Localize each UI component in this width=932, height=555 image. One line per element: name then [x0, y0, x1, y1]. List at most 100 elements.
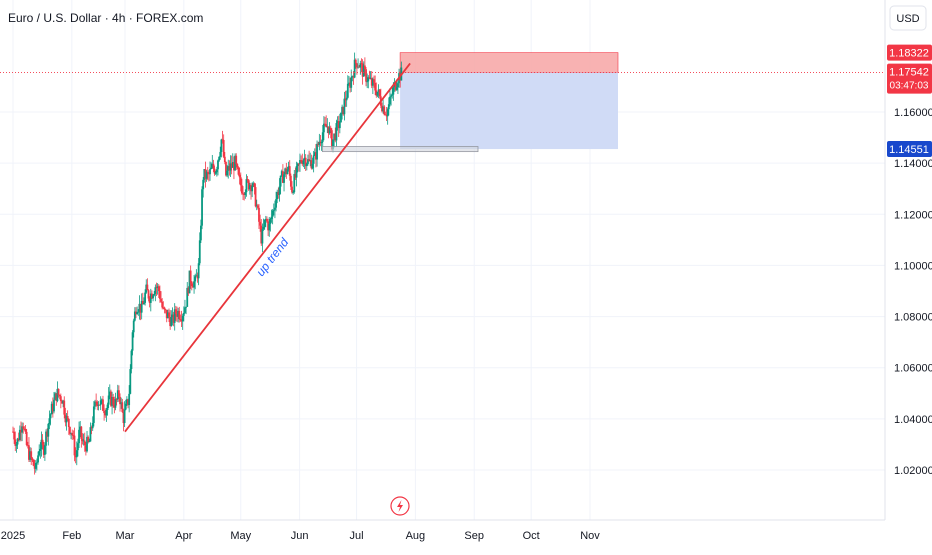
candle: [315, 143, 317, 168]
candle: [133, 307, 136, 322]
candle-body: [20, 429, 22, 433]
candle-body: [295, 166, 298, 178]
candle: [139, 303, 142, 321]
candle-body: [17, 438, 20, 440]
candle-body: [180, 319, 183, 322]
support-rectangle[interactable]: [321, 146, 479, 153]
candle: [63, 396, 66, 419]
candle: [58, 394, 61, 400]
candle-body: [145, 284, 148, 293]
candle: [213, 165, 216, 176]
candle-body: [18, 429, 21, 440]
candle: [153, 290, 156, 297]
candle-body: [39, 448, 42, 452]
candle: [170, 310, 173, 327]
candle-body: [205, 171, 208, 179]
candle: [148, 296, 151, 308]
candle: [296, 162, 299, 173]
candle: [176, 306, 178, 322]
candle-body: [376, 91, 379, 96]
candle-body: [397, 83, 399, 88]
candle-body: [64, 414, 67, 423]
candle: [230, 155, 233, 175]
candle: [140, 293, 143, 320]
candle-body: [390, 95, 392, 97]
up-trendline[interactable]: [124, 62, 411, 433]
candle: [283, 171, 285, 192]
candle-body: [174, 309, 177, 314]
candle-body: [383, 106, 386, 115]
candle: [29, 447, 31, 462]
candle: [90, 425, 93, 435]
candle: [184, 299, 186, 314]
stop-loss-zone[interactable]: [399, 52, 619, 73]
candle: [245, 174, 248, 197]
candle: [69, 426, 71, 436]
candle: [188, 270, 191, 294]
candle: [270, 209, 273, 223]
candle: [110, 389, 112, 407]
candle-body: [245, 179, 248, 193]
candle: [295, 161, 298, 187]
candle: [266, 216, 268, 223]
candle: [326, 118, 329, 134]
candle: [88, 438, 91, 443]
candle: [206, 166, 209, 181]
candle-body: [297, 163, 300, 165]
candle-body: [36, 462, 38, 464]
candle-body: [59, 396, 62, 402]
candle-body: [214, 172, 217, 174]
candle: [115, 397, 118, 406]
candle-body: [256, 205, 259, 208]
candle: [259, 214, 262, 232]
candle-body: [94, 401, 96, 407]
candle: [14, 431, 17, 452]
candle-body: [149, 293, 152, 303]
candle: [333, 133, 336, 148]
price-badge-stop: 1.18322: [887, 44, 932, 61]
candle-body: [72, 435, 75, 436]
candle-body: [141, 300, 144, 305]
candle: [42, 441, 45, 458]
candle: [342, 106, 345, 116]
candle: [26, 441, 29, 449]
candle-body: [237, 167, 240, 175]
candle: [207, 170, 210, 182]
candle-body: [122, 412, 125, 423]
take-profit-zone[interactable]: [400, 72, 618, 150]
candle: [107, 387, 110, 409]
candle-body: [234, 155, 236, 171]
currency-button-frame[interactable]: [889, 5, 927, 31]
candle-body: [110, 391, 112, 406]
candle-body: [151, 293, 153, 299]
symbol-title[interactable]: Euro / U.S. Dollar · 4h · FOREX.com: [8, 11, 203, 25]
candle: [128, 385, 131, 413]
currency-button[interactable]: USD: [896, 13, 919, 25]
candle-body: [166, 312, 169, 319]
candle: [71, 429, 74, 440]
lightning-icon[interactable]: [390, 496, 410, 516]
candle-body: [143, 302, 145, 305]
candle: [322, 116, 325, 141]
candle: [261, 223, 264, 253]
candle-body: [153, 293, 156, 296]
price-badge-label: 1.17542: [889, 67, 929, 79]
candle-body: [80, 426, 83, 439]
candle: [251, 182, 254, 198]
candle: [70, 432, 72, 440]
candle: [235, 153, 238, 171]
candle: [382, 97, 385, 114]
price-axis[interactable]: 1.16000 1.14000 1.12000 1.10000 1.08000 1.060…: [894, 107, 932, 477]
candle: [196, 272, 199, 283]
candle: [124, 399, 127, 411]
candle-body: [196, 275, 199, 279]
time-axis[interactable]: 2025 Feb Mar Apr May Jun Jul Aug Sep Oct Nov: [1, 530, 601, 542]
candle: [119, 393, 121, 412]
candle-body: [309, 160, 312, 161]
candle-body: [119, 396, 121, 405]
candle: [299, 153, 301, 172]
candle: [335, 119, 338, 147]
candle-body: [112, 397, 115, 405]
candle-body: [165, 309, 168, 319]
